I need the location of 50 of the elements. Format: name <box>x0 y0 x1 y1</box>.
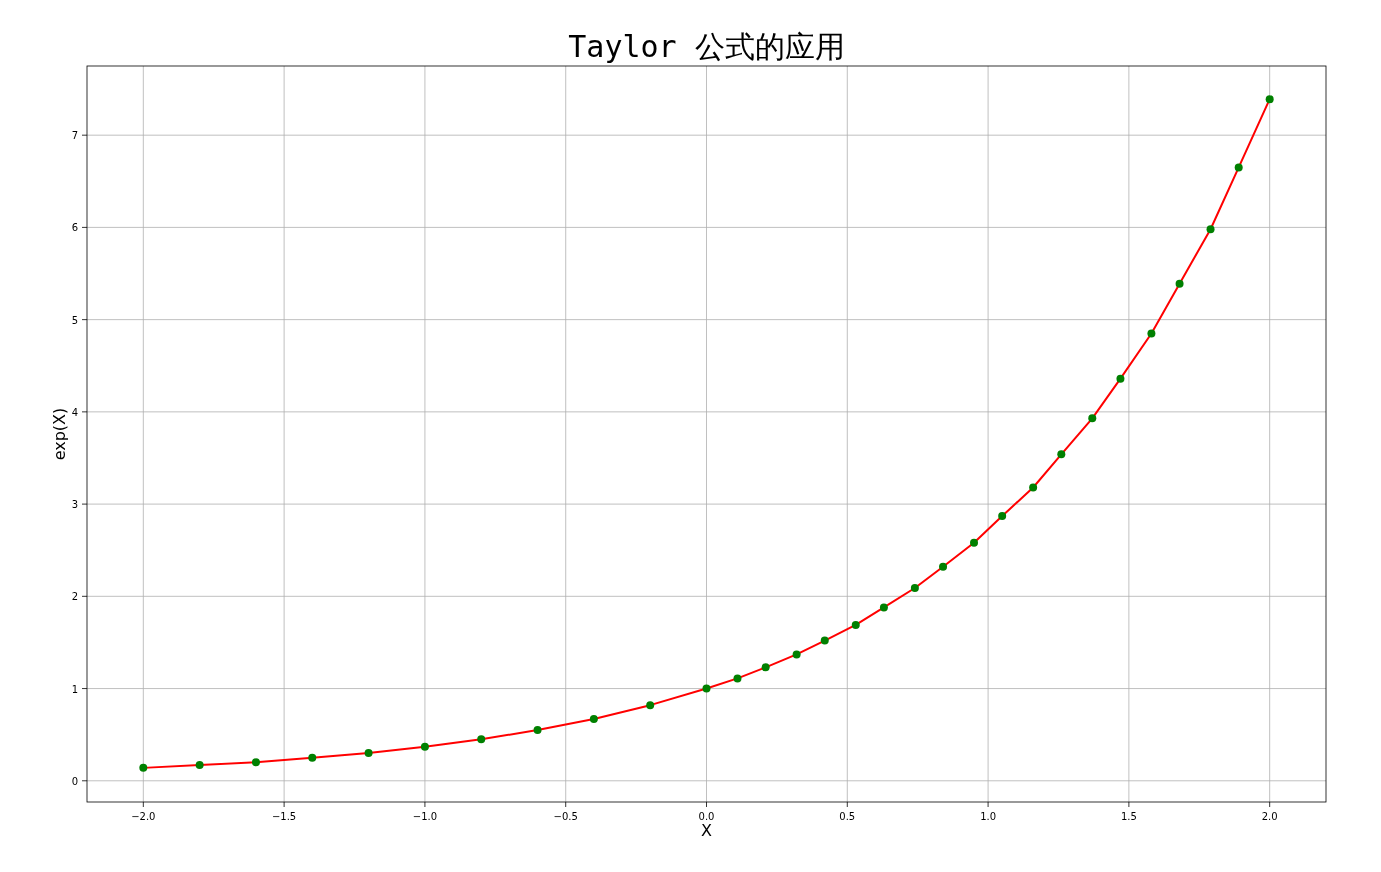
point <box>589 714 598 723</box>
x-tick-label: 1.5 <box>1120 811 1137 822</box>
point <box>308 753 317 762</box>
chart-title: Taylor 公式的应用 <box>568 29 845 64</box>
point <box>195 761 204 770</box>
point <box>1057 450 1066 459</box>
x-tick-label: −1.0 <box>412 811 438 822</box>
x-tick-label: −0.5 <box>553 811 578 822</box>
point <box>1116 374 1125 383</box>
point <box>1088 414 1097 423</box>
point <box>364 749 373 758</box>
point <box>792 650 801 659</box>
point <box>533 726 542 735</box>
y-tick-label: 1 <box>71 683 78 695</box>
point <box>733 674 742 683</box>
point <box>879 603 888 612</box>
x-tick-label: −2.0 <box>131 811 156 822</box>
x-tick-label: −1.5 <box>271 811 297 822</box>
x-axis-title: X <box>701 821 713 840</box>
point <box>910 584 919 593</box>
point <box>477 735 486 744</box>
x-tick-label: 2.0 <box>1261 811 1278 822</box>
point <box>139 763 148 772</box>
point <box>1234 163 1243 172</box>
point <box>1175 279 1184 288</box>
point <box>646 701 655 710</box>
x-tick-label: 0.5 <box>839 811 856 822</box>
point <box>939 562 948 571</box>
point <box>420 742 429 751</box>
point <box>761 663 770 672</box>
y-tick-label: 5 <box>71 314 78 326</box>
point <box>851 620 860 629</box>
point <box>970 538 979 547</box>
point <box>1029 483 1038 492</box>
y-tick-label: 2 <box>71 591 78 603</box>
y-tick-label: 7 <box>71 130 78 142</box>
y-tick-label: 3 <box>71 499 78 511</box>
y-axis-title: exp(X) <box>50 407 69 461</box>
y-tick-label: 4 <box>71 406 78 418</box>
point <box>820 636 829 645</box>
point <box>1206 225 1215 234</box>
x-tick-label: 1.0 <box>980 811 997 822</box>
point <box>702 684 711 693</box>
point <box>998 512 1007 521</box>
y-tick-label: 6 <box>71 222 78 234</box>
point <box>1265 95 1274 104</box>
point <box>251 758 260 767</box>
y-tick-label: 0 <box>71 775 78 787</box>
x-tick-label: 0.0 <box>698 811 715 822</box>
point <box>1147 329 1156 338</box>
